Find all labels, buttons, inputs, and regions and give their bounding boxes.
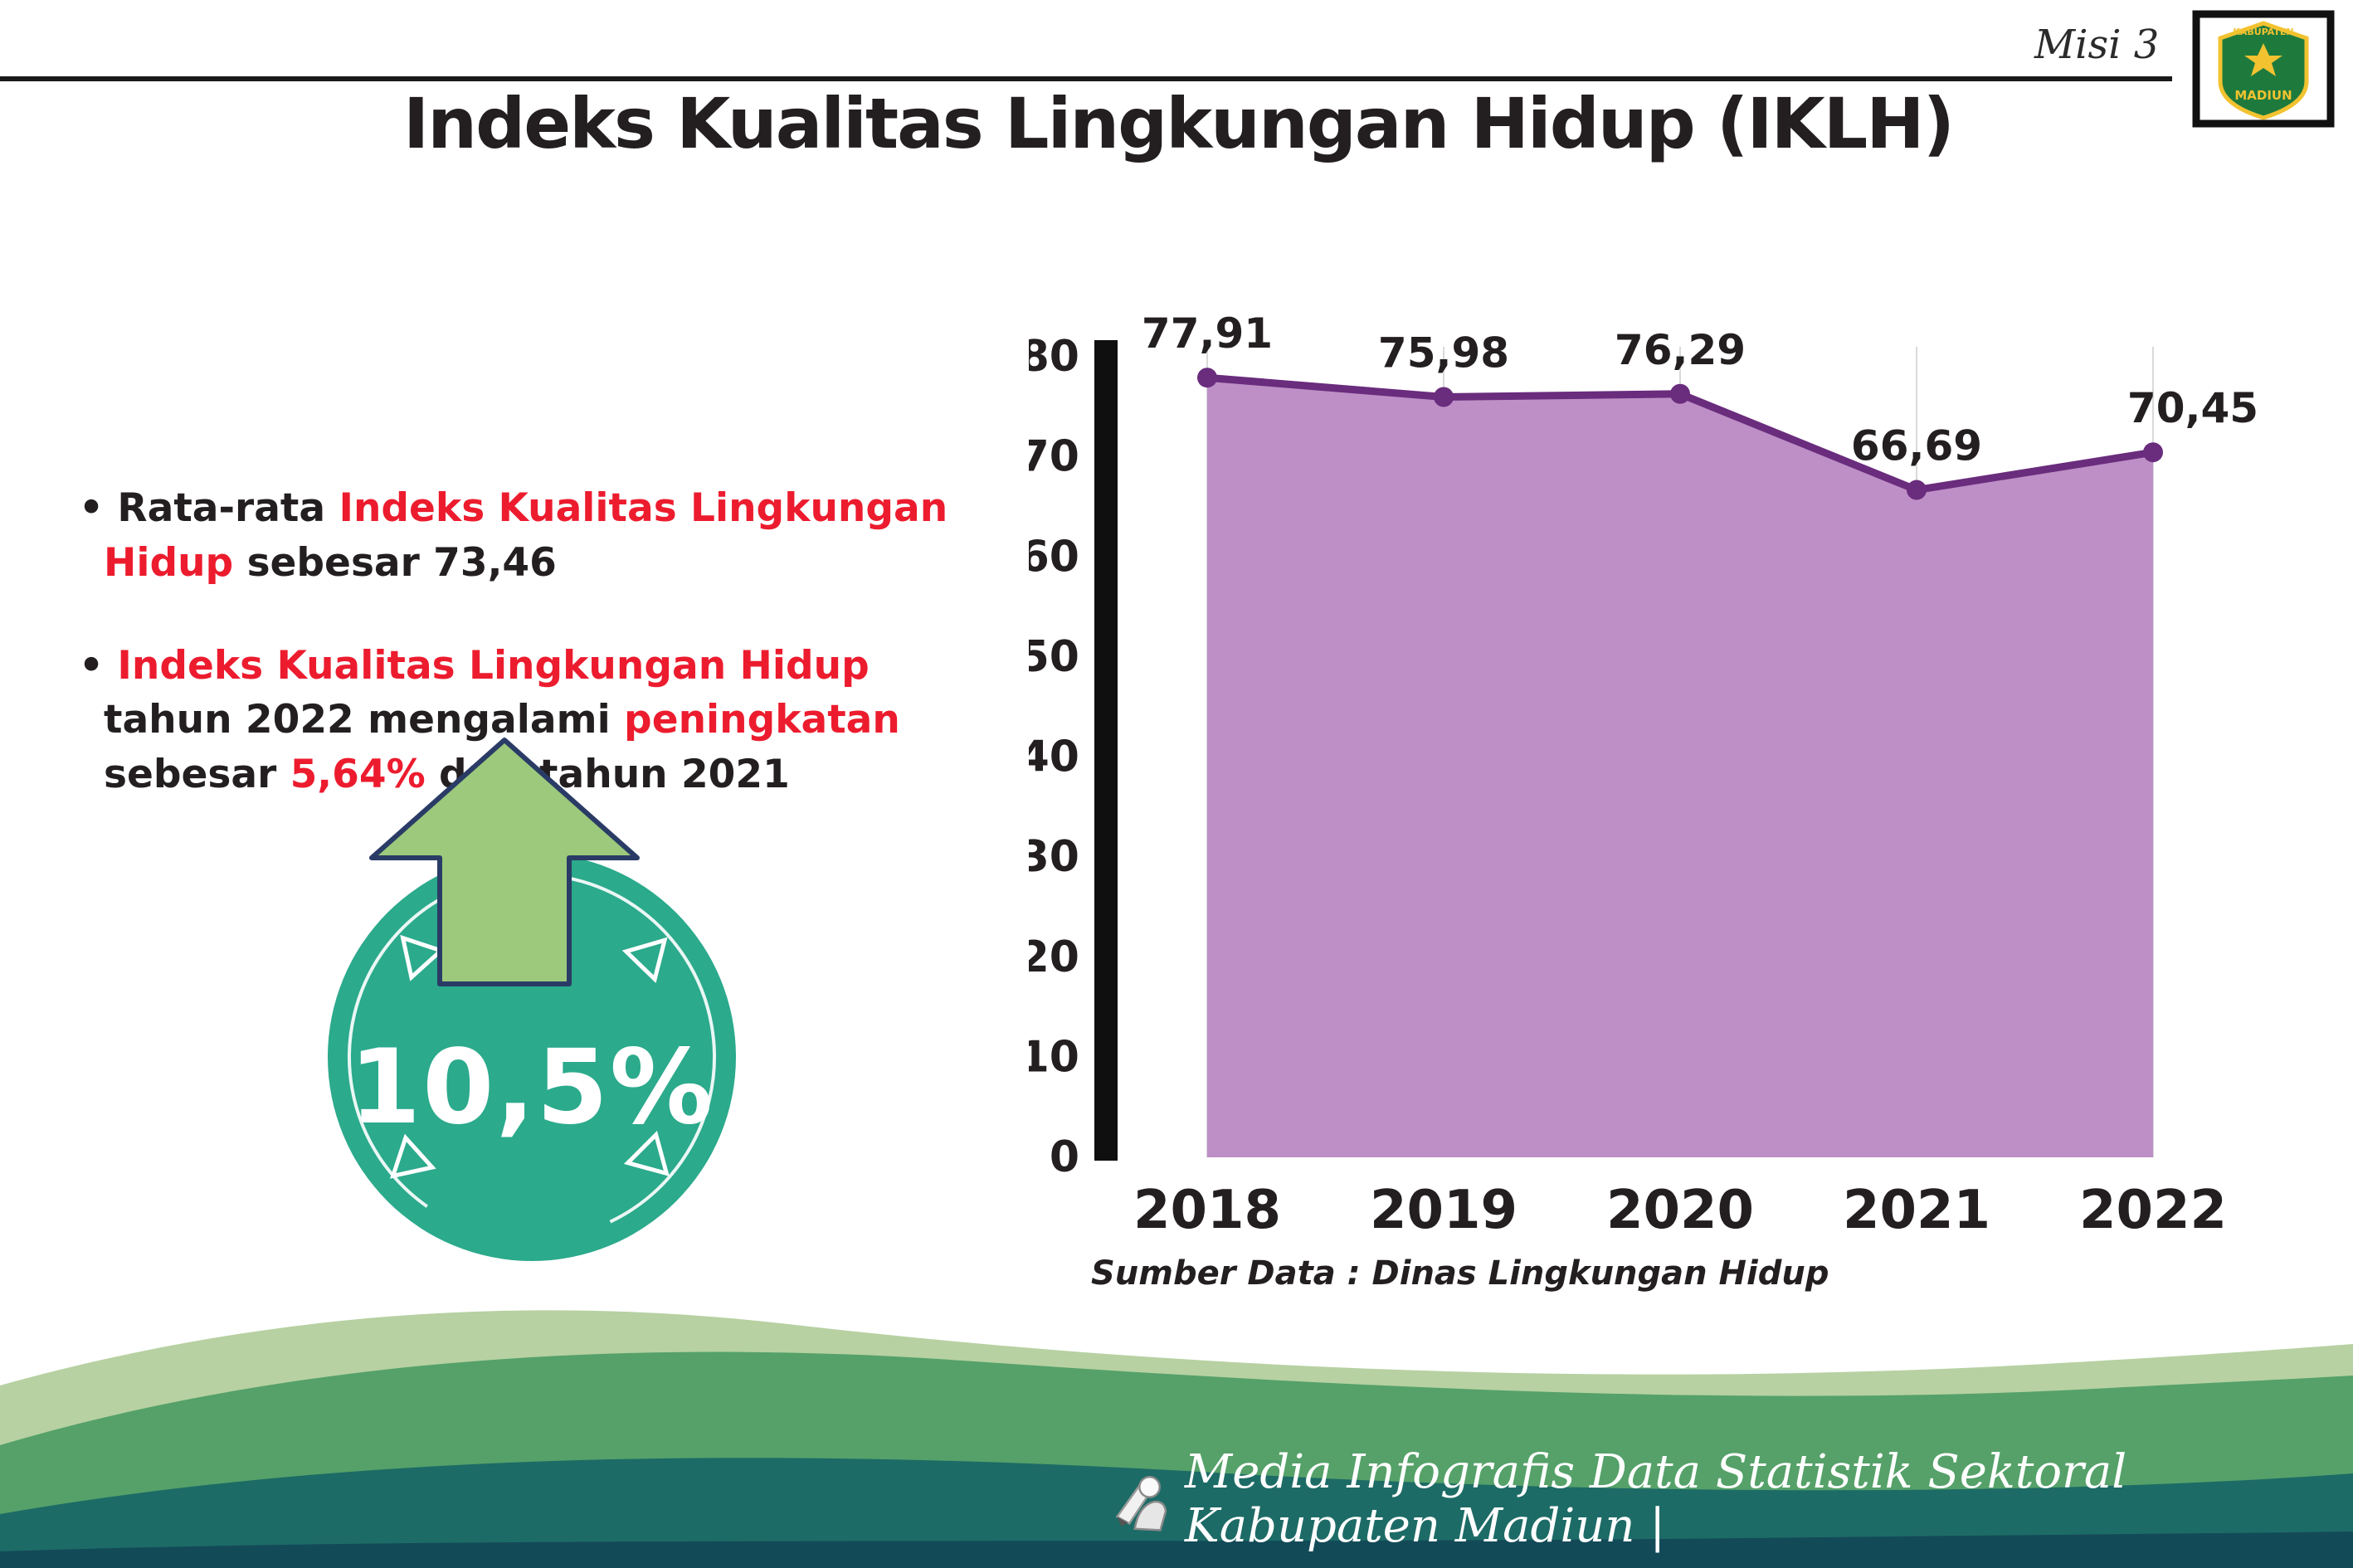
data-point	[2143, 442, 2163, 463]
y-tick-label: 60	[1029, 532, 1079, 582]
text-segment: sebesar 73,46	[233, 539, 557, 586]
data-point	[1434, 387, 1454, 407]
area-fill	[1207, 377, 2153, 1157]
triangle-icon	[400, 934, 446, 981]
text-segment: 5,64%	[290, 752, 426, 798]
iklh-area-chart: 0 10 20 30 40 50 60 70 80 77,91 75,98 76,29 66,69 70,…	[1029, 309, 2258, 1241]
up-arrow-shape	[369, 738, 640, 986]
text-segment: Indeks Kualitas Lingkungan Hidup	[117, 642, 870, 689]
y-tick-label: 70	[1029, 432, 1079, 482]
increase-percentage: 10,5%	[348, 1028, 715, 1147]
footer: Media Infografis Data Statistik Sektoral…	[1112, 1445, 2353, 1553]
kabupaten-madiun-logo: KABUPATEN MADIUN	[2192, 10, 2335, 128]
up-arrow-icon	[369, 738, 640, 986]
value-label: 76,29	[1615, 326, 1746, 374]
footer-waves	[0, 1310, 2353, 1568]
y-axis	[1094, 340, 1118, 1161]
crest-bottom-text: MADIUN	[2234, 88, 2292, 103]
x-tick-label: 2022	[2079, 1180, 2227, 1241]
bullet-average: Rata-rata Indeks Kualitas Lingkungan Hid…	[79, 481, 983, 591]
wave-navy	[0, 1531, 2353, 1568]
value-label: 75,98	[1378, 329, 1509, 377]
x-tick-label: 2019	[1370, 1180, 1518, 1241]
triangle-icon	[623, 1130, 670, 1176]
text-segment: tahun 2022 mengalami	[104, 697, 625, 743]
y-tick-label: 0	[1050, 1132, 1079, 1182]
y-tick-label: 10	[1029, 1032, 1079, 1082]
logo-frame: KABUPATEN MADIUN	[2192, 10, 2335, 128]
x-tick-label: 2021	[1843, 1180, 1990, 1241]
triangle-icon	[389, 1133, 436, 1179]
value-label: 66,69	[1851, 422, 1982, 470]
increase-badge: 10,5%	[328, 853, 736, 1261]
y-tick-label: 80	[1029, 332, 1079, 382]
data-point	[1907, 480, 1927, 500]
badge-decorations	[348, 873, 716, 1241]
bullet-average-text: Rata-rata Indeks Kualitas Lingkungan Hid…	[104, 485, 948, 586]
y-tick-label: 50	[1029, 632, 1079, 682]
y-tick-label: 30	[1029, 832, 1079, 882]
chart-source: Sumber Data : Dinas Lingkungan Hidup	[1091, 1254, 1829, 1293]
text-segment: peningkatan	[624, 697, 900, 743]
text-segment: sebesar	[104, 752, 290, 798]
writer-icon	[1115, 1475, 1167, 1531]
footer-text: Media Infografis Data Statistik Sektoral…	[1184, 1445, 2127, 1553]
value-label: 77,91	[1142, 309, 1273, 358]
crest-shield	[2218, 21, 2309, 120]
data-point	[1197, 368, 1217, 388]
x-tick-label: 2020	[1606, 1180, 1754, 1241]
page-title: Indeks Kualitas Lingkungan Hidup (IKLH)	[403, 83, 1955, 164]
misi-label: Misi 3	[2034, 22, 2160, 68]
y-tick-label: 20	[1029, 933, 1079, 982]
y-tick-label: 40	[1029, 733, 1079, 782]
triangle-icon	[621, 937, 668, 983]
crest-top-text: KABUPATEN	[2233, 27, 2293, 37]
x-tick-label: 2018	[1133, 1180, 1281, 1241]
crest-star-icon	[2244, 43, 2282, 76]
text-segment: Rata-rata	[117, 485, 339, 531]
text-segment: Indeks Kualitas Lingkungan Hidup	[104, 485, 948, 586]
value-label: 70,45	[2127, 384, 2258, 432]
header-rule	[0, 76, 2172, 81]
data-point	[1670, 383, 1690, 404]
